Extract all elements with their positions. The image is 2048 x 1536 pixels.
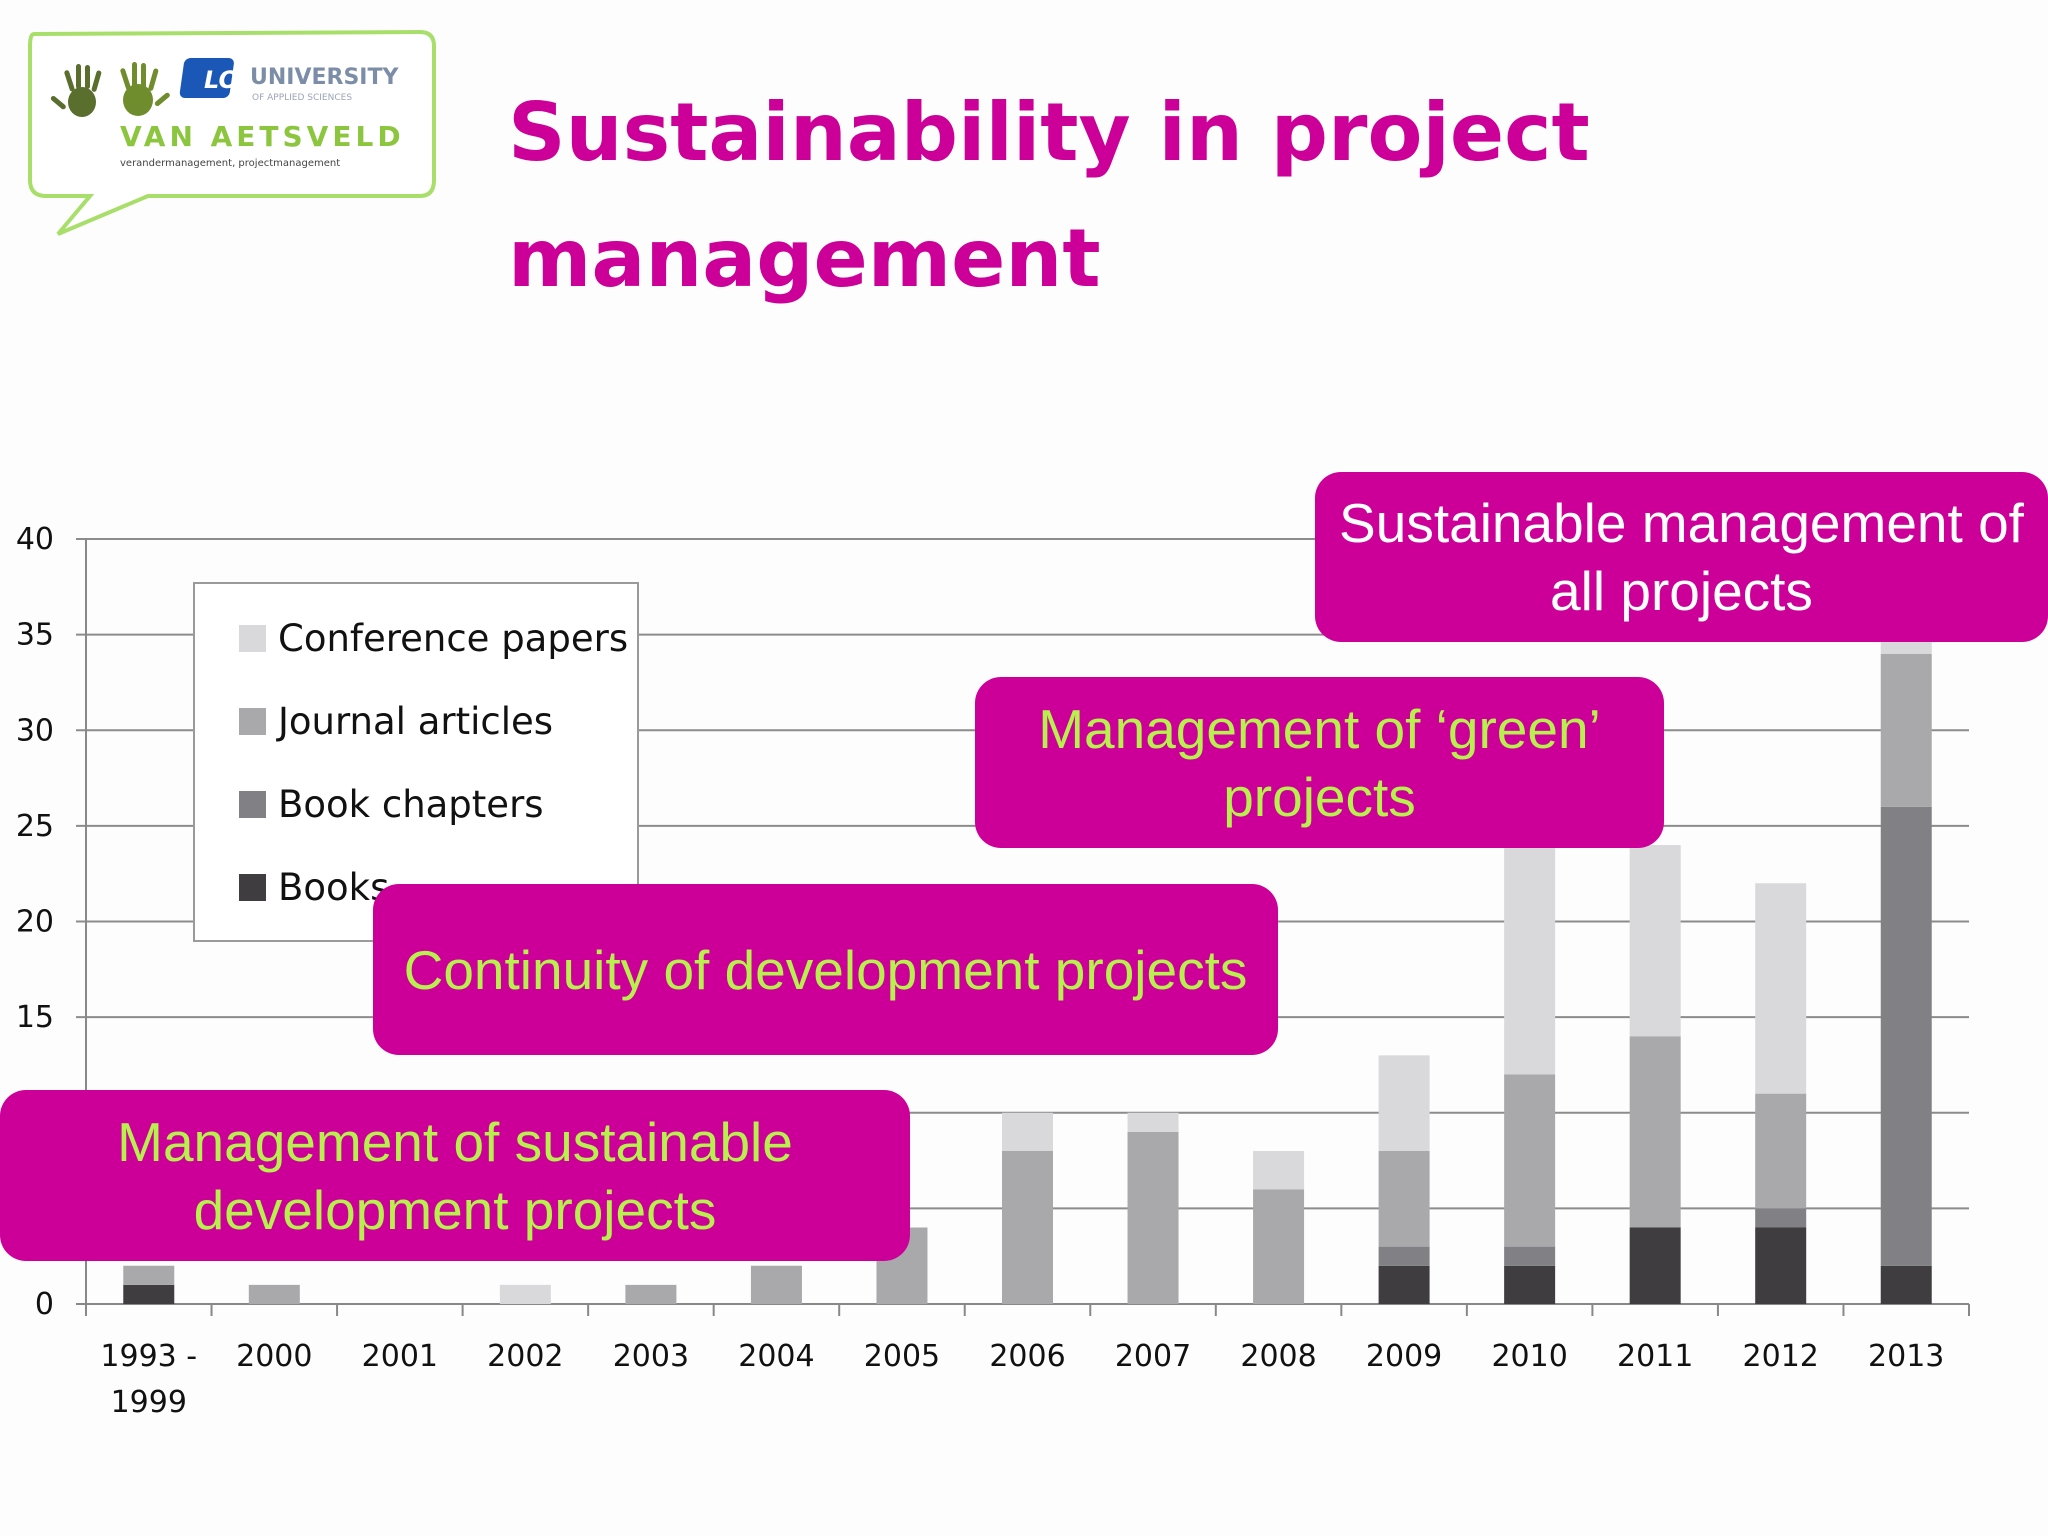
callout-sustainable-development: Management of sustainable development pr… bbox=[0, 1090, 910, 1261]
svg-text:VAN AETSVELD: VAN AETSVELD bbox=[120, 120, 405, 153]
svg-text:LOI: LOI bbox=[204, 66, 248, 94]
bar-segment-journal-articles bbox=[1127, 1131, 1179, 1304]
callout-continuity: Continuity of development projects bbox=[373, 884, 1278, 1055]
legend-swatch-journal-articles bbox=[239, 707, 266, 735]
bar-segment-conference-papers bbox=[1629, 845, 1681, 1037]
callout-green-projects: Management of ‘green’ projects bbox=[975, 677, 1664, 848]
bar-segment-conference-papers bbox=[1002, 1112, 1053, 1151]
x-tick-label: 2004 bbox=[738, 1339, 814, 1374]
chart-legend: Conference papers Journal articles Book … bbox=[193, 582, 639, 942]
bar-segment-books bbox=[1504, 1265, 1556, 1304]
y-tick-label: 20 bbox=[16, 905, 54, 940]
y-tick-label: 15 bbox=[16, 1000, 54, 1035]
x-tick-label: 2001 bbox=[362, 1339, 438, 1374]
bar-segment-books bbox=[1629, 1227, 1681, 1304]
bar-segment-book-chapters bbox=[1504, 1246, 1556, 1266]
bar-segment-books bbox=[1378, 1265, 1430, 1304]
bar-segment-conference-papers bbox=[1378, 1055, 1430, 1151]
bar-segment-books bbox=[1880, 1265, 1932, 1304]
x-tick-label: 2011 bbox=[1617, 1339, 1693, 1374]
page-title: Sustainability in project management bbox=[508, 86, 1590, 305]
bar-segment-journal-articles bbox=[1002, 1151, 1053, 1304]
bar-segment-journal-articles bbox=[248, 1284, 300, 1304]
legend-item-books: Books bbox=[239, 862, 389, 912]
svg-text:OF APPLIED SCIENCES: OF APPLIED SCIENCES bbox=[252, 93, 352, 103]
legend-item-book-chapters: Book chapters bbox=[239, 779, 544, 829]
legend-label-books: Books bbox=[278, 865, 390, 909]
legend-swatch-conference-papers bbox=[239, 624, 266, 652]
legend-label-journal-articles: Journal articles bbox=[278, 699, 554, 743]
x-tick-label: 2009 bbox=[1366, 1339, 1442, 1374]
bar-segment-conference-papers bbox=[1504, 845, 1556, 1075]
bar-segment-conference-papers bbox=[1127, 1112, 1179, 1132]
x-tick-label: 1993 -1999 bbox=[100, 1339, 197, 1420]
callout-all-projects: Sustainable management of all projects bbox=[1315, 472, 2048, 642]
bar-segment-journal-articles bbox=[750, 1265, 802, 1304]
bar-layer bbox=[123, 634, 1932, 1304]
bar-segment-journal-articles bbox=[1378, 1151, 1430, 1247]
van-aetsveld-logo: LOI UNIVERSITY OF APPLIED SCIENCES VAN A… bbox=[20, 20, 440, 250]
bar-segment-books bbox=[123, 1284, 175, 1304]
x-tick-label: 2000 bbox=[236, 1339, 312, 1374]
bar-segment-conference-papers bbox=[1755, 883, 1807, 1094]
bar-segment-journal-articles bbox=[1755, 1093, 1807, 1209]
legend-item-conference-papers: Conference papers bbox=[239, 613, 628, 663]
bar-segment-conference-papers bbox=[1253, 1151, 1305, 1190]
bar-segment-journal-articles bbox=[123, 1265, 175, 1285]
legend-label-book-chapters: Book chapters bbox=[278, 782, 544, 826]
y-tick-label: 30 bbox=[16, 713, 54, 748]
x-tick-label: 2010 bbox=[1491, 1339, 1567, 1374]
y-tick-label: 40 bbox=[16, 522, 54, 557]
hands-icon bbox=[50, 62, 170, 117]
bar-segment-journal-articles bbox=[1504, 1074, 1556, 1247]
svg-text:verandermanagement, projectman: verandermanagement, projectmanagement bbox=[120, 158, 340, 169]
bar-segment-book-chapters bbox=[1755, 1208, 1807, 1228]
bar-segment-book-chapters bbox=[1378, 1246, 1430, 1266]
legend-label-conference-papers: Conference papers bbox=[278, 616, 629, 660]
legend-swatch-books bbox=[239, 873, 266, 901]
x-tick-label: 2012 bbox=[1743, 1339, 1819, 1374]
axis-layer: 0 15 20 25 30 35 40 1993 -1999 2000 2001 2002 2003 2… bbox=[16, 522, 1970, 1420]
x-tick-label: 2008 bbox=[1240, 1339, 1316, 1374]
legend-item-journal-articles: Journal articles bbox=[239, 696, 553, 746]
y-tick-label: 25 bbox=[16, 809, 54, 844]
bar-segment-journal-articles bbox=[1629, 1036, 1681, 1228]
bar-segment-books bbox=[1755, 1227, 1807, 1304]
svg-text:UNIVERSITY: UNIVERSITY bbox=[250, 65, 399, 90]
bar-segment-journal-articles bbox=[1880, 653, 1932, 807]
x-tick-label: 2007 bbox=[1115, 1339, 1191, 1374]
y-tick-label: 0 bbox=[35, 1287, 54, 1322]
bar-segment-conference-papers bbox=[499, 1284, 551, 1304]
x-tick-label: 2003 bbox=[613, 1339, 689, 1374]
x-tick-label: 2005 bbox=[864, 1339, 940, 1374]
x-tick-label: 2013 bbox=[1868, 1339, 1944, 1374]
x-tick-label: 2002 bbox=[487, 1339, 563, 1374]
y-tick-label: 35 bbox=[16, 618, 54, 653]
bar-segment-book-chapters bbox=[1880, 806, 1932, 1266]
bar-segment-journal-articles bbox=[1253, 1189, 1305, 1304]
bar-segment-journal-articles bbox=[625, 1284, 677, 1304]
x-tick-label: 2006 bbox=[989, 1339, 1065, 1374]
legend-swatch-book-chapters bbox=[239, 790, 266, 818]
